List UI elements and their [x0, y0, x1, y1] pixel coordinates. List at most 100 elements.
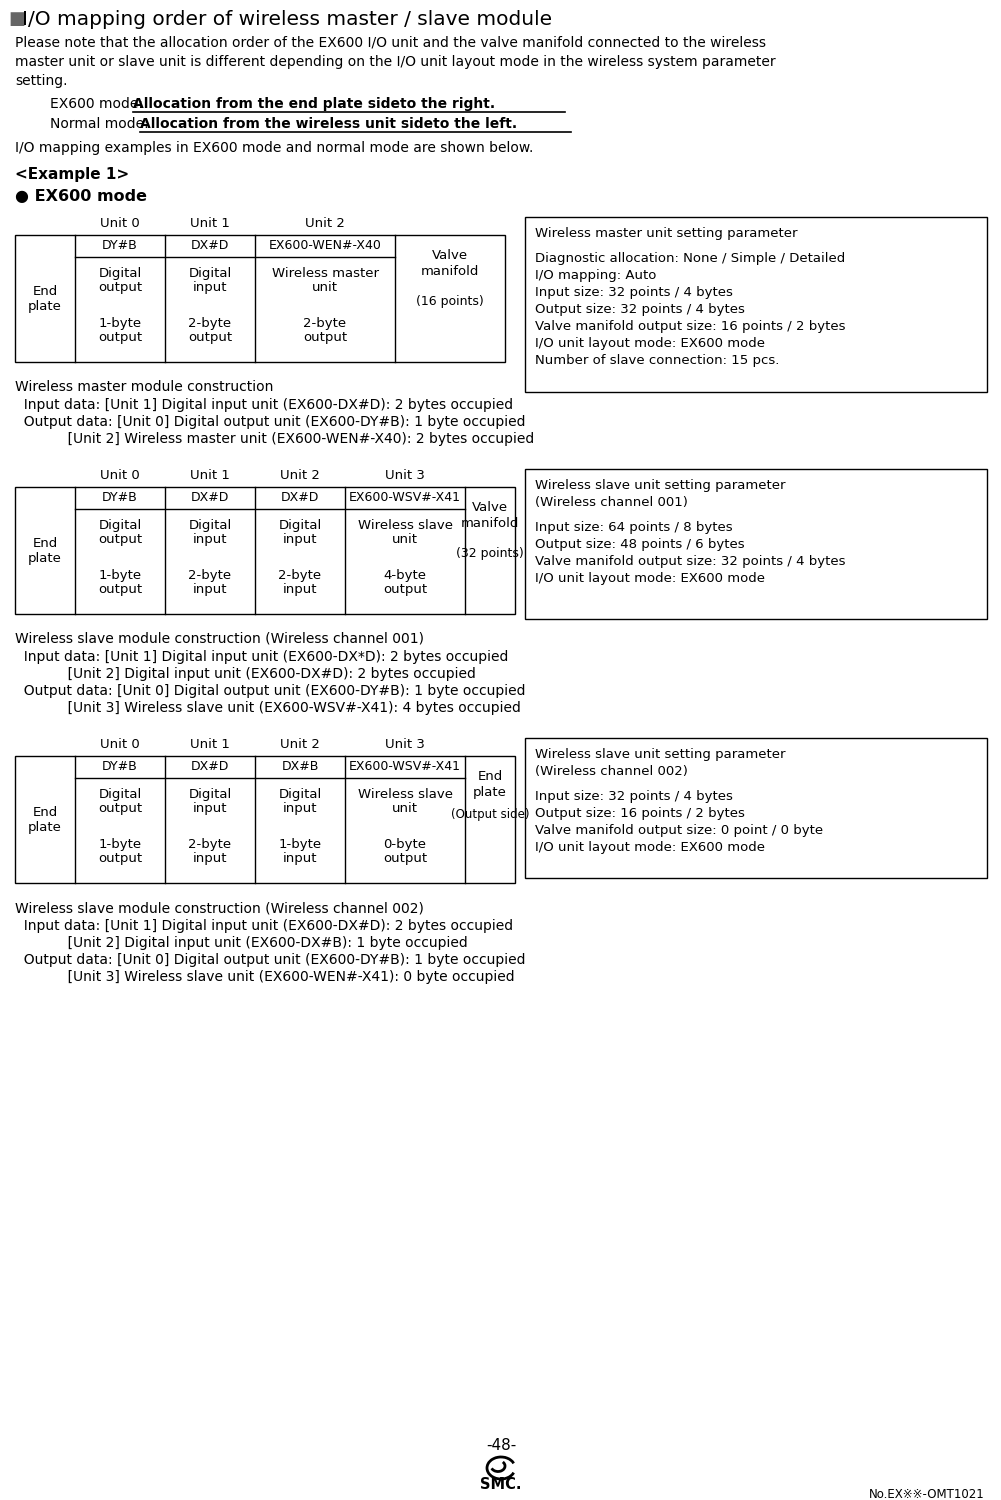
- Text: Unit 2: Unit 2: [305, 217, 345, 229]
- Text: Input data: [Unit 1] Digital input unit (EX600-DX#D): 2 bytes occupied: Input data: [Unit 1] Digital input unit …: [15, 920, 514, 933]
- Text: unit: unit: [392, 532, 418, 546]
- Text: manifold: manifold: [460, 518, 520, 530]
- Text: input: input: [193, 584, 227, 596]
- Text: Output size: 32 points / 4 bytes: Output size: 32 points / 4 bytes: [535, 303, 745, 316]
- Text: Normal mode:: Normal mode:: [50, 117, 153, 130]
- Text: Wireless slave module construction (Wireless channel 001): Wireless slave module construction (Wire…: [15, 632, 424, 646]
- Text: Valve manifold output size: 32 points / 4 bytes: Valve manifold output size: 32 points / …: [535, 555, 846, 568]
- Text: Digital: Digital: [98, 519, 141, 532]
- Text: DX#D: DX#D: [191, 760, 229, 772]
- Text: Digital: Digital: [98, 788, 141, 801]
- Text: (Output side): (Output side): [450, 808, 530, 820]
- Text: 2-byte: 2-byte: [303, 316, 346, 330]
- Text: (Wireless channel 001): (Wireless channel 001): [535, 496, 688, 508]
- Text: ● EX600 mode: ● EX600 mode: [15, 189, 147, 204]
- Text: Unit 1: Unit 1: [190, 738, 230, 752]
- Text: DX#B: DX#B: [281, 760, 318, 772]
- Text: 0-byte: 0-byte: [383, 839, 426, 850]
- Text: 1-byte: 1-byte: [98, 839, 141, 850]
- Text: input: input: [282, 802, 317, 814]
- Text: Unit 1: Unit 1: [190, 470, 230, 482]
- Text: [Unit 2] Wireless master unit (EX600-WEN#-X40): 2 bytes occupied: [Unit 2] Wireless master unit (EX600-WEN…: [15, 432, 535, 445]
- Text: Wireless slave unit setting parameter: Wireless slave unit setting parameter: [535, 748, 786, 760]
- Text: Wireless slave unit setting parameter: Wireless slave unit setting parameter: [535, 478, 786, 492]
- Text: input: input: [193, 532, 227, 546]
- Text: Wireless master: Wireless master: [271, 267, 378, 280]
- Text: 2-byte: 2-byte: [188, 839, 231, 850]
- Text: output: output: [98, 802, 142, 814]
- Text: EX600-WSV#-X41: EX600-WSV#-X41: [349, 490, 461, 504]
- Text: output: output: [98, 852, 142, 865]
- Text: output: output: [188, 332, 232, 344]
- Text: No.EX※※-OMT1021: No.EX※※-OMT1021: [869, 1488, 985, 1500]
- Text: 2-byte: 2-byte: [188, 568, 231, 582]
- Text: Digital: Digital: [188, 267, 231, 280]
- Text: [Unit 2] Digital input unit (EX600-DX#D): 2 bytes occupied: [Unit 2] Digital input unit (EX600-DX#D)…: [15, 668, 475, 681]
- Bar: [15, 488, 515, 614]
- Text: Output data: [Unit 0] Digital output unit (EX600-DY#B): 1 byte occupied: Output data: [Unit 0] Digital output uni…: [15, 416, 526, 429]
- Text: DY#B: DY#B: [102, 490, 138, 504]
- Text: Unit 3: Unit 3: [385, 738, 425, 752]
- Text: Output data: [Unit 0] Digital output unit (EX600-DY#B): 1 byte occupied: Output data: [Unit 0] Digital output uni…: [15, 684, 526, 698]
- Text: 2-byte: 2-byte: [188, 316, 231, 330]
- Text: 1-byte: 1-byte: [278, 839, 321, 850]
- Bar: [15, 756, 515, 884]
- Text: [Unit 3] Wireless slave unit (EX600-WEN#-X41): 0 byte occupied: [Unit 3] Wireless slave unit (EX600-WEN#…: [15, 970, 515, 984]
- Text: 4-byte: 4-byte: [383, 568, 426, 582]
- Text: Wireless slave: Wireless slave: [357, 788, 452, 801]
- Text: output: output: [303, 332, 347, 344]
- Text: I/O unit layout mode: EX600 mode: I/O unit layout mode: EX600 mode: [535, 572, 765, 585]
- Text: End: End: [477, 770, 503, 783]
- Text: output: output: [383, 852, 427, 865]
- Text: End: End: [32, 285, 58, 298]
- Text: (32 points): (32 points): [456, 548, 524, 560]
- Text: DX#D: DX#D: [281, 490, 319, 504]
- Text: 1-byte: 1-byte: [98, 316, 141, 330]
- Text: Digital: Digital: [278, 788, 321, 801]
- Text: Unit 1: Unit 1: [190, 217, 230, 229]
- Text: I/O mapping order of wireless master / slave module: I/O mapping order of wireless master / s…: [22, 10, 553, 28]
- Text: output: output: [98, 584, 142, 596]
- Text: Wireless slave module construction (Wireless channel 002): Wireless slave module construction (Wire…: [15, 902, 423, 915]
- Text: manifold: manifold: [420, 266, 479, 278]
- Text: End: End: [32, 806, 58, 819]
- Text: input: input: [193, 852, 227, 865]
- Text: Valve: Valve: [432, 249, 468, 262]
- Text: End: End: [32, 537, 58, 550]
- Text: output: output: [98, 532, 142, 546]
- Text: input: input: [282, 852, 317, 865]
- Text: (Wireless channel 002): (Wireless channel 002): [535, 765, 688, 778]
- Bar: [525, 217, 987, 392]
- Bar: [15, 236, 505, 362]
- Text: <Example 1>: <Example 1>: [15, 166, 129, 182]
- Text: Input data: [Unit 1] Digital input unit (EX600-DX*D): 2 bytes occupied: Input data: [Unit 1] Digital input unit …: [15, 650, 509, 664]
- Text: plate: plate: [28, 821, 62, 834]
- Text: I/O mapping examples in EX600 mode and normal mode are shown below.: I/O mapping examples in EX600 mode and n…: [15, 141, 534, 154]
- Text: [Unit 2] Digital input unit (EX600-DX#B): 1 byte occupied: [Unit 2] Digital input unit (EX600-DX#B)…: [15, 936, 467, 950]
- Text: unit: unit: [392, 802, 418, 814]
- Text: Input data: [Unit 1] Digital input unit (EX600-DX#D): 2 bytes occupied: Input data: [Unit 1] Digital input unit …: [15, 398, 514, 412]
- Text: 1-byte: 1-byte: [98, 568, 141, 582]
- Text: 2-byte: 2-byte: [278, 568, 321, 582]
- Text: Wireless master unit setting parameter: Wireless master unit setting parameter: [535, 226, 798, 240]
- Text: Unit 2: Unit 2: [280, 738, 320, 752]
- Text: Wireless master module construction: Wireless master module construction: [15, 380, 273, 394]
- Text: DY#B: DY#B: [102, 760, 138, 772]
- Text: input: input: [282, 532, 317, 546]
- Text: Diagnostic allocation: None / Simple / Detailed: Diagnostic allocation: None / Simple / D…: [535, 252, 845, 266]
- Bar: [525, 738, 987, 878]
- Text: SMC.: SMC.: [480, 1478, 522, 1492]
- Text: input: input: [193, 802, 227, 814]
- Text: ■: ■: [8, 10, 25, 28]
- Text: input: input: [282, 584, 317, 596]
- Text: [Unit 3] Wireless slave unit (EX600-WSV#-X41): 4 bytes occupied: [Unit 3] Wireless slave unit (EX600-WSV#…: [15, 700, 521, 715]
- Text: plate: plate: [28, 300, 62, 313]
- Text: Please note that the allocation order of the EX600 I/O unit and the valve manifo: Please note that the allocation order of…: [15, 36, 766, 50]
- Text: Unit 0: Unit 0: [100, 470, 140, 482]
- Text: Number of slave connection: 15 pcs.: Number of slave connection: 15 pcs.: [535, 354, 780, 368]
- Text: Output size: 48 points / 6 bytes: Output size: 48 points / 6 bytes: [535, 538, 745, 550]
- Text: output: output: [383, 584, 427, 596]
- Text: Output data: [Unit 0] Digital output unit (EX600-DY#B): 1 byte occupied: Output data: [Unit 0] Digital output uni…: [15, 952, 526, 968]
- Text: Digital: Digital: [98, 267, 141, 280]
- Text: input: input: [193, 280, 227, 294]
